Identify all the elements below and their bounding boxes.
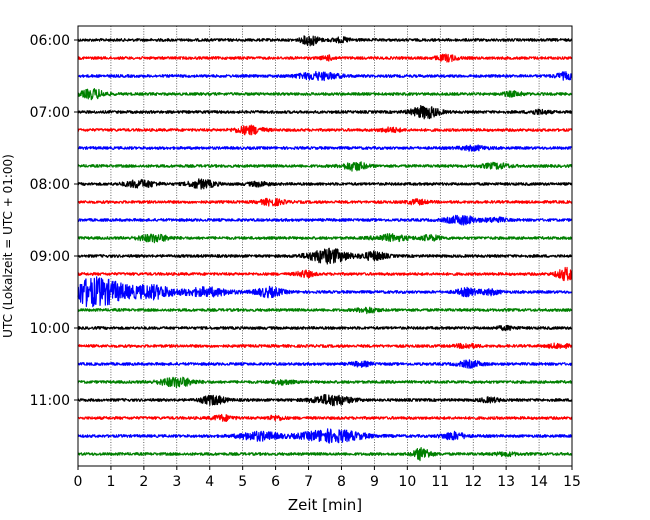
trace-09:15 bbox=[77, 266, 573, 282]
seismogram-traces bbox=[77, 35, 573, 462]
x-tick-label: 15 bbox=[563, 474, 581, 490]
trace-11:15 bbox=[77, 413, 573, 422]
trace-09:30 bbox=[77, 276, 573, 308]
trace-08:15 bbox=[77, 197, 573, 207]
trace-06:45 bbox=[77, 88, 573, 101]
trace-09:00 bbox=[77, 247, 573, 265]
y-axis-label: UTC (Lokalzeit = UTC + 01:00) bbox=[1, 154, 15, 338]
trace-11:30 bbox=[77, 428, 573, 444]
trace-11:45 bbox=[77, 447, 573, 462]
trace-10:15 bbox=[77, 342, 573, 350]
x-tick-label: 13 bbox=[497, 474, 515, 490]
plot-frame bbox=[77, 25, 573, 467]
x-tick-label: 4 bbox=[205, 474, 214, 490]
y-tick-label: 09:00 bbox=[30, 249, 70, 265]
trace-09:45 bbox=[77, 306, 573, 315]
y-tick-label: 06:00 bbox=[30, 33, 70, 49]
trace-10:30 bbox=[77, 359, 573, 369]
x-tick-label: 7 bbox=[304, 474, 313, 490]
x-tick-label: 2 bbox=[139, 474, 148, 490]
trace-08:00 bbox=[77, 178, 573, 190]
x-tick-label: 8 bbox=[337, 474, 346, 490]
trace-07:45 bbox=[77, 161, 573, 172]
y-tick-label: 11:00 bbox=[30, 393, 70, 409]
trace-07:15 bbox=[77, 124, 573, 136]
x-axis-label: Zeit [min] bbox=[288, 496, 362, 514]
trace-08:30 bbox=[77, 214, 573, 226]
x-axis-ticks: 0 1 2 3 4 5 6 7 8 9 10 11 12 13 14 15 bbox=[74, 466, 581, 490]
x-tick-label: 5 bbox=[238, 474, 247, 490]
x-tick-label: 0 bbox=[74, 474, 83, 490]
x-tick-label: 1 bbox=[106, 474, 115, 490]
x-tick-label: 9 bbox=[370, 474, 379, 490]
x-tick-label: 3 bbox=[172, 474, 181, 490]
x-tick-label: 6 bbox=[271, 474, 280, 490]
trace-06:15 bbox=[77, 53, 573, 63]
trace-06:00 bbox=[77, 35, 573, 47]
y-tick-label: 08:00 bbox=[30, 177, 70, 193]
x-tick-label: 11 bbox=[431, 474, 449, 490]
trace-06:30 bbox=[77, 70, 573, 82]
x-tick-label: 10 bbox=[398, 474, 416, 490]
x-tick-label: 14 bbox=[530, 474, 548, 490]
trace-10:00 bbox=[77, 324, 573, 332]
trace-07:30 bbox=[77, 144, 573, 152]
x-tick-label: 12 bbox=[464, 474, 482, 490]
y-axis-ticks: 06:00 07:00 08:00 09:00 10:00 11:00 bbox=[30, 33, 78, 409]
y-tick-label: 10:00 bbox=[30, 321, 70, 337]
trace-10:45 bbox=[77, 376, 573, 389]
vertical-grid bbox=[110, 26, 540, 466]
y-tick-label: 07:00 bbox=[30, 105, 70, 121]
trace-11:00 bbox=[77, 393, 573, 407]
trace-08:45 bbox=[77, 233, 573, 244]
trace-07:00 bbox=[77, 104, 573, 120]
